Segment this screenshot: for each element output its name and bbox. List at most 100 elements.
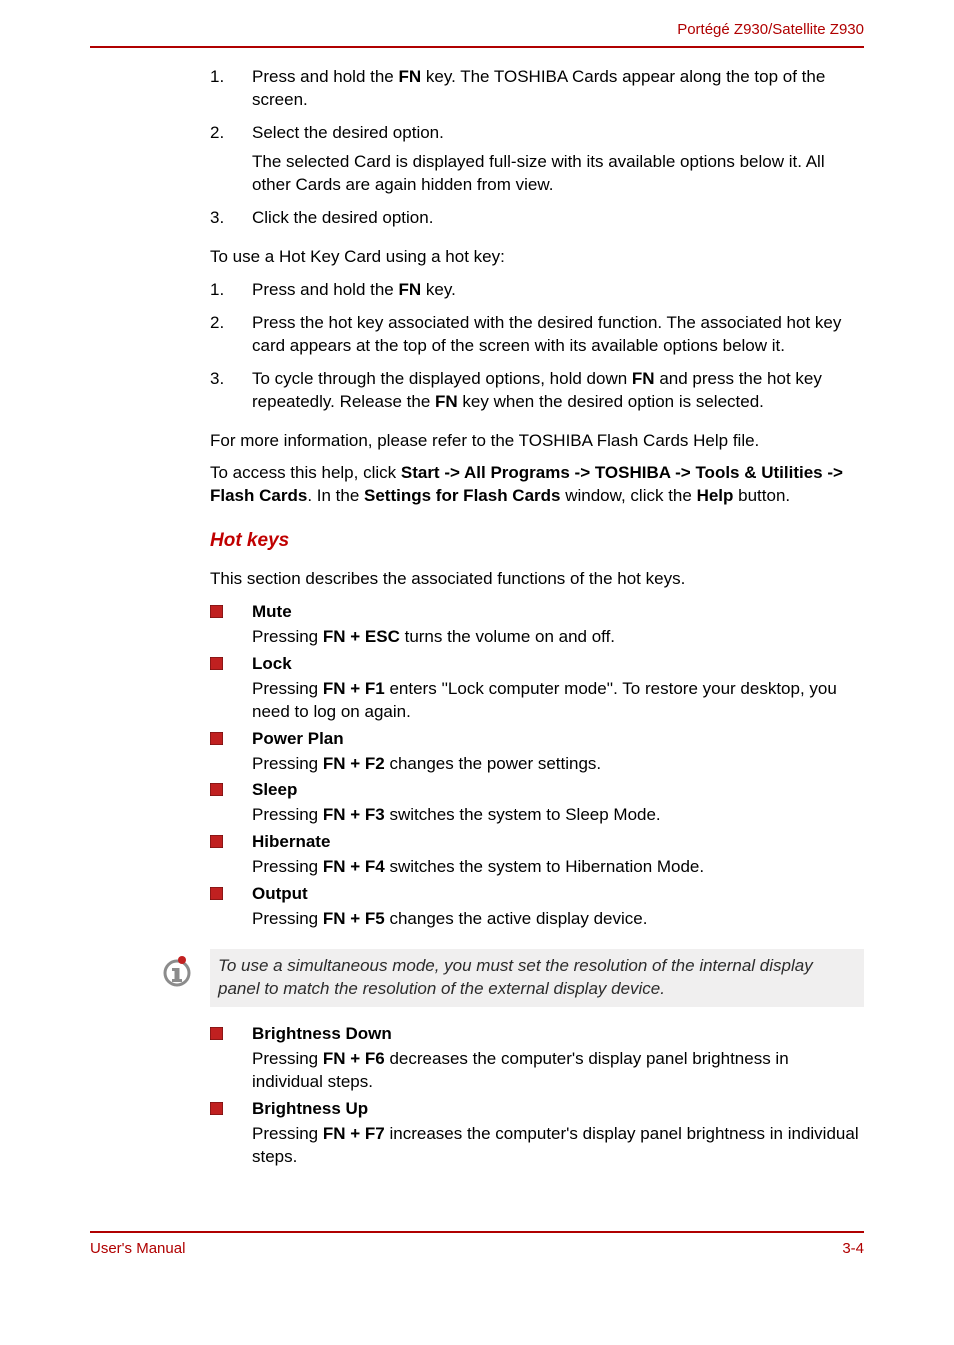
key-combo: FN + F6 [323, 1049, 385, 1068]
bullet-body: Brightness Up Pressing FN + F7 increases… [252, 1098, 864, 1171]
bullet-item-mute: Mute Pressing FN + ESC turns the volume … [210, 601, 864, 651]
text: Pressing [252, 1049, 323, 1068]
paragraph: This section describes the associated fu… [210, 568, 864, 591]
list-number: 2. [210, 122, 252, 203]
square-bullet-icon [210, 601, 252, 651]
list-body: Select the desired option. The selected … [252, 122, 864, 203]
page-footer: User's Manual 3-4 [90, 1233, 864, 1259]
menu-path: Help [697, 486, 734, 505]
list-item: 2. Press the hot key associated with the… [210, 312, 864, 364]
bullet-body: Brightness Down Pressing FN + F6 decreas… [252, 1023, 864, 1096]
hotkey-title: Mute [252, 601, 864, 624]
bullet-item-power-plan: Power Plan Pressing FN + F2 changes the … [210, 728, 864, 778]
list-body: Press and hold the FN key. The TOSHIBA C… [252, 66, 864, 118]
list-item: 2. Select the desired option. The select… [210, 122, 864, 203]
square-bullet-icon [210, 883, 252, 933]
section-heading-hotkeys: Hot keys [210, 528, 864, 554]
hotkey-title: Hibernate [252, 831, 864, 854]
note-text: To use a simultaneous mode, you must set… [210, 949, 864, 1007]
page-content: 1. Press and hold the FN key. The TOSHIB… [210, 66, 864, 1170]
text: Pressing [252, 754, 323, 773]
paragraph: For more information, please refer to th… [210, 430, 864, 453]
bullet-item-hibernate: Hibernate Pressing FN + F4 switches the … [210, 831, 864, 881]
list-number: 1. [210, 279, 252, 308]
bullet-item-brightness-down: Brightness Down Pressing FN + F6 decreas… [210, 1023, 864, 1096]
list-item: 3. To cycle through the displayed option… [210, 368, 864, 420]
text: . In the [307, 486, 364, 505]
list-body: Press the hot key associated with the de… [252, 312, 864, 364]
text: Press and hold the [252, 280, 398, 299]
hotkey-title: Brightness Up [252, 1098, 864, 1121]
square-bullet-icon [210, 653, 252, 726]
text: Select the desired option. [252, 122, 864, 145]
list-item: 3. Click the desired option. [210, 207, 864, 236]
text: turns the volume on and off. [400, 627, 615, 646]
header-rule [90, 46, 864, 48]
list-number: 3. [210, 368, 252, 420]
list-number: 3. [210, 207, 252, 236]
bullet-item-brightness-up: Brightness Up Pressing FN + F7 increases… [210, 1098, 864, 1171]
footer-page-number: 3-4 [842, 1239, 864, 1259]
paragraph: To access this help, click Start -> All … [210, 462, 864, 508]
key-name: FN [632, 369, 655, 388]
bullet-item-output: Output Pressing FN + F5 changes the acti… [210, 883, 864, 933]
square-bullet-icon [210, 728, 252, 778]
text: Pressing [252, 805, 323, 824]
list-body: To cycle through the displayed options, … [252, 368, 864, 420]
list-item: 1. Press and hold the FN key. [210, 279, 864, 308]
hotkey-title: Power Plan [252, 728, 864, 751]
info-icon [160, 949, 210, 994]
list-body: Click the desired option. [252, 207, 864, 236]
bullet-body: Hibernate Pressing FN + F4 switches the … [252, 831, 864, 881]
key-combo: FN + F1 [323, 679, 385, 698]
key-combo: FN + F2 [323, 754, 385, 773]
square-bullet-icon [210, 831, 252, 881]
key-combo: FN + F3 [323, 805, 385, 824]
bullet-body: Power Plan Pressing FN + F2 changes the … [252, 728, 864, 778]
text: Pressing [252, 679, 323, 698]
text: To cycle through the displayed options, … [252, 369, 632, 388]
bullet-body: Mute Pressing FN + ESC turns the volume … [252, 601, 864, 651]
hotkey-title: Sleep [252, 779, 864, 802]
bullet-item-sleep: Sleep Pressing FN + F3 switches the syst… [210, 779, 864, 829]
text: Press and hold the [252, 67, 398, 86]
list-item: 1. Press and hold the FN key. The TOSHIB… [210, 66, 864, 118]
list-body: Press and hold the FN key. [252, 279, 864, 308]
hotkey-title: Lock [252, 653, 864, 676]
key-combo: FN + F4 [323, 857, 385, 876]
text: Pressing [252, 1124, 323, 1143]
list-number: 2. [210, 312, 252, 364]
text: key when the desired option is selected. [458, 392, 764, 411]
bullet-body: Lock Pressing FN + F1 enters ''Lock comp… [252, 653, 864, 726]
text: button. [733, 486, 790, 505]
text: changes the power settings. [385, 754, 601, 773]
text: Pressing [252, 909, 323, 928]
text: The selected Card is displayed full-size… [252, 151, 864, 197]
key-name: FN [398, 280, 421, 299]
text: switches the system to Sleep Mode. [385, 805, 661, 824]
bullet-item-lock: Lock Pressing FN + F1 enters ''Lock comp… [210, 653, 864, 726]
list-number: 1. [210, 66, 252, 118]
key-combo: FN + F5 [323, 909, 385, 928]
paragraph: To use a Hot Key Card using a hot key: [210, 246, 864, 269]
key-combo: FN + F7 [323, 1124, 385, 1143]
text: changes the active display device. [385, 909, 648, 928]
square-bullet-icon [210, 779, 252, 829]
text: key. [421, 280, 456, 299]
product-name: Portégé Z930/Satellite Z930 [677, 21, 864, 38]
text: Click the desired option. [252, 207, 864, 230]
text: Pressing [252, 857, 323, 876]
bullet-body: Output Pressing FN + F5 changes the acti… [252, 883, 864, 933]
text: Pressing [252, 627, 323, 646]
bullet-body: Sleep Pressing FN + F3 switches the syst… [252, 779, 864, 829]
square-bullet-icon [210, 1098, 252, 1171]
text: To access this help, click [210, 463, 401, 482]
key-name: FN [435, 392, 458, 411]
square-bullet-icon [210, 1023, 252, 1096]
footer-left: User's Manual [90, 1239, 185, 1259]
key-combo: FN + ESC [323, 627, 400, 646]
hotkey-title: Brightness Down [252, 1023, 864, 1046]
note-callout: To use a simultaneous mode, you must set… [160, 949, 864, 1007]
key-name: FN [398, 67, 421, 86]
text: switches the system to Hibernation Mode. [385, 857, 704, 876]
